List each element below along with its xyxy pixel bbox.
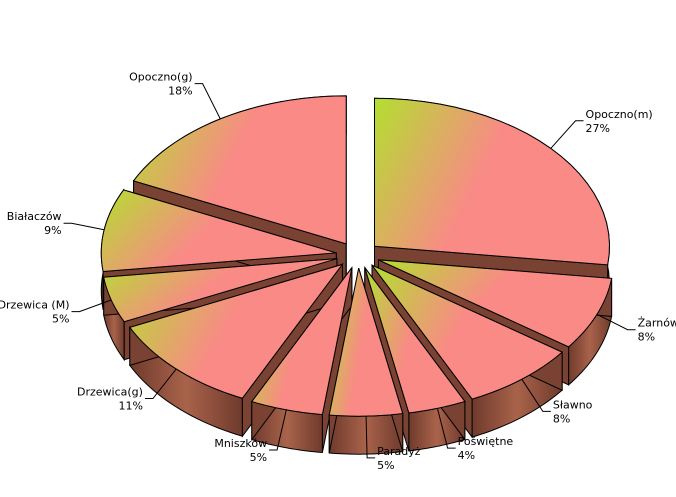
- slice-label-value: 18%: [168, 85, 192, 98]
- slice-label-value: 9%: [44, 224, 61, 237]
- slice-5: [250, 266, 353, 454]
- slice-label-value: 11%: [118, 400, 142, 413]
- leader-line-6: [144, 368, 177, 400]
- leader-line-2: [521, 378, 551, 412]
- slice-top: [364, 267, 466, 414]
- slice-top: [250, 267, 353, 416]
- slice-label-value: 4%: [458, 449, 475, 462]
- leader-line-0: [550, 120, 584, 149]
- slice-label-name: Paradyż: [377, 445, 421, 458]
- slice-label-name: Sławno: [553, 398, 593, 411]
- slice-label-value: 8%: [553, 412, 570, 425]
- slice-label-name: Poświętne: [458, 435, 514, 448]
- slice-label-value: 5%: [250, 451, 267, 464]
- leader-line-9: [194, 83, 221, 120]
- slice-top: [103, 258, 338, 323]
- slice-label-name: Drzewica(g): [77, 386, 143, 399]
- slice-label-name: Żarnów: [638, 317, 676, 330]
- leader-line-5: [269, 409, 287, 451]
- slice-label-value: 5%: [377, 459, 394, 472]
- slice-label-name: Drzewica (M): [0, 299, 70, 312]
- slice-top: [374, 97, 610, 266]
- slice-top: [328, 268, 404, 417]
- slice-label-name: Mniszków: [214, 437, 267, 450]
- slice-label-name: Opoczno(m): [586, 108, 653, 121]
- slice-4: [328, 268, 404, 455]
- leader-line-8: [63, 222, 105, 231]
- leader-line-1: [596, 313, 636, 331]
- leader-line-7: [71, 299, 112, 313]
- slice-label-name: Opoczno(g): [129, 71, 192, 84]
- slice-label-value: 5%: [52, 313, 69, 326]
- leader-line-3: [436, 408, 456, 449]
- labels-layer: Opoczno(m)27%Żarnów8%Sławno8%Poświętne4%…: [0, 71, 676, 472]
- slice-label-name: Białaczów: [7, 210, 62, 223]
- leader-line-4: [365, 416, 376, 459]
- slice-label-value: 8%: [638, 331, 655, 344]
- slices-layer: [100, 95, 613, 455]
- slice-label-value: 27%: [586, 122, 610, 135]
